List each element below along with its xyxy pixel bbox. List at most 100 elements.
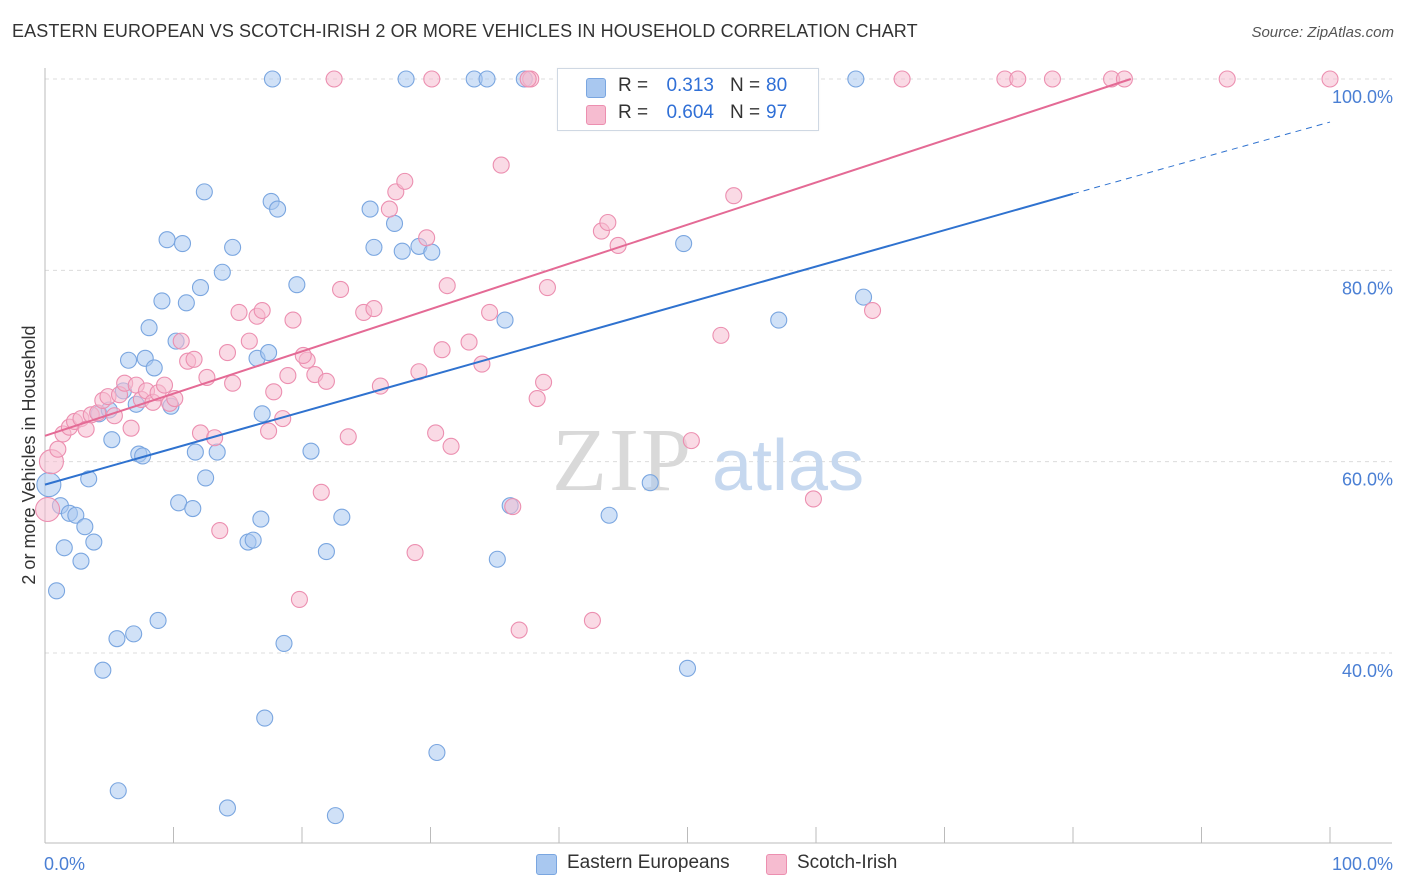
point-eastern-europeans: [302, 442, 320, 460]
point-scotch-irish: [1043, 70, 1061, 88]
point-eastern-europeans: [393, 242, 411, 260]
series-legend: Eastern Europeans Scotch-Irish: [0, 852, 1406, 876]
point-eastern-europeans: [252, 510, 270, 528]
point-scotch-irish: [260, 422, 278, 440]
x-tick-label: 0.0%: [44, 854, 85, 874]
point-eastern-europeans: [385, 214, 404, 233]
y-tick-label: 80.0%: [1342, 278, 1393, 298]
point-scotch-irish: [427, 424, 445, 442]
point-eastern-europeans: [195, 183, 213, 201]
point-eastern-europeans: [678, 659, 697, 677]
point-eastern-europeans: [488, 550, 506, 568]
legend-swatch-pink: [586, 105, 606, 125]
legend-row-eastern-europeans: R = 0.313 N = 80: [558, 74, 818, 100]
point-eastern-europeans: [275, 634, 293, 652]
point-scotch-irish: [433, 341, 451, 359]
point-eastern-europeans: [177, 294, 195, 312]
point-scotch-irish: [35, 496, 61, 523]
point-eastern-europeans: [145, 359, 163, 377]
point-eastern-europeans: [108, 630, 126, 648]
point-scotch-irish: [460, 333, 478, 351]
point-eastern-europeans: [191, 279, 210, 297]
point-scotch-irish: [211, 521, 229, 540]
y-tick-label: 40.0%: [1342, 661, 1393, 681]
y-tick-label: 100.0%: [1332, 87, 1393, 107]
point-eastern-europeans: [55, 539, 73, 557]
legend-swatch-pink: [766, 854, 787, 875]
point-scotch-irish: [893, 70, 911, 88]
point-scotch-irish: [122, 419, 140, 437]
trend-line-eastern-europeans: [44, 192, 1074, 486]
r-label: R =: [618, 102, 649, 123]
watermark-atlas: atlas: [712, 426, 864, 506]
point-eastern-europeans: [48, 582, 66, 600]
point-eastern-europeans: [153, 292, 171, 310]
point-scotch-irish: [185, 350, 203, 368]
r-value: 0.313: [666, 75, 714, 96]
point-scotch-irish: [583, 611, 601, 630]
point-scotch-irish: [1009, 70, 1027, 88]
point-scotch-irish: [438, 277, 456, 295]
watermark-zip: ZIP: [552, 411, 693, 510]
n-label: N =: [730, 75, 761, 96]
point-scotch-irish: [312, 483, 330, 501]
point-scotch-irish: [504, 498, 522, 516]
point-eastern-europeans: [423, 243, 441, 261]
point-scotch-irish: [442, 437, 460, 455]
point-eastern-europeans: [361, 200, 379, 218]
n-value: 80: [766, 75, 788, 96]
legend-label: Scotch-Irish: [797, 852, 898, 873]
point-eastern-europeans: [770, 311, 788, 329]
point-eastern-europeans: [36, 472, 62, 498]
point-scotch-irish: [265, 383, 283, 401]
point-eastern-europeans: [496, 311, 514, 329]
point-scotch-irish: [519, 70, 537, 88]
point-scotch-irish: [492, 156, 510, 174]
point-scotch-irish: [325, 70, 343, 88]
point-scotch-irish: [396, 172, 414, 190]
point-scotch-irish: [418, 229, 436, 247]
point-eastern-europeans: [244, 531, 262, 549]
point-scotch-irish: [172, 332, 190, 350]
point-scotch-irish: [279, 367, 297, 385]
trend-line-scotch-irish: [44, 78, 1132, 437]
point-eastern-europeans: [600, 506, 618, 524]
point-eastern-europeans: [218, 799, 237, 817]
point-scotch-irish: [599, 213, 617, 232]
point-eastern-europeans: [854, 288, 873, 306]
point-eastern-europeans: [263, 70, 281, 88]
x-tick-label: 100.0%: [1332, 854, 1393, 874]
point-scotch-irish: [284, 311, 302, 329]
legend-swatch-blue: [536, 854, 557, 875]
point-scotch-irish: [804, 490, 822, 508]
point-eastern-europeans: [641, 474, 659, 492]
point-scotch-irish: [406, 543, 424, 562]
point-eastern-europeans: [260, 344, 278, 362]
point-scotch-irish: [240, 332, 258, 350]
point-scotch-irish: [863, 301, 882, 320]
point-eastern-europeans: [333, 508, 351, 526]
point-eastern-europeans: [847, 70, 865, 88]
point-scotch-irish: [510, 621, 528, 639]
point-scotch-irish: [423, 70, 441, 88]
point-eastern-europeans: [184, 499, 202, 518]
y-tick-label: 60.0%: [1342, 470, 1393, 490]
point-scotch-irish: [206, 429, 224, 447]
point-scotch-irish: [218, 344, 237, 362]
point-scotch-irish: [253, 301, 271, 320]
point-eastern-europeans: [675, 234, 693, 253]
stats-legend: R = 0.313 N = 80 R = 0.604 N = 97: [557, 68, 819, 131]
n-value: 97: [766, 102, 788, 123]
point-eastern-europeans: [134, 447, 152, 465]
point-eastern-europeans: [365, 238, 383, 256]
point-eastern-europeans: [140, 319, 158, 337]
point-scotch-irish: [49, 440, 67, 458]
point-eastern-europeans: [428, 743, 446, 762]
point-eastern-europeans: [173, 234, 192, 253]
y-axis-label: 2 or more Vehicles in Household: [19, 325, 39, 584]
point-eastern-europeans: [72, 552, 90, 570]
point-eastern-europeans: [103, 431, 121, 449]
point-scotch-irish: [224, 374, 242, 392]
r-value: 0.604: [666, 102, 714, 123]
